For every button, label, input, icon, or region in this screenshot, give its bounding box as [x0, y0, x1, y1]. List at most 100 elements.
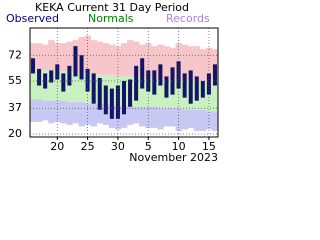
record-low-band: [42, 100, 49, 121]
observed-bar: [206, 73, 211, 95]
record-high-band: [36, 43, 43, 69]
record-low-band: [139, 106, 146, 127]
record-high-band: [42, 44, 49, 71]
record-low-band: [193, 109, 201, 131]
record-high-band: [169, 47, 176, 80]
normal-band: [139, 77, 146, 107]
observed-bar: [121, 80, 127, 115]
record-high-band: [120, 43, 128, 77]
normal-band: [145, 77, 152, 107]
observed-bar: [158, 64, 163, 86]
record-high-band: [157, 44, 164, 80]
observed-bar: [97, 77, 102, 110]
legend-entry: Records: [166, 12, 210, 25]
x-tick-label: 15: [202, 140, 216, 153]
legend-entry: Normals: [88, 12, 134, 25]
observed-bar: [164, 76, 169, 98]
observed-bar: [194, 76, 199, 101]
record-low-band: [84, 103, 91, 125]
y-tick-label: 55: [8, 74, 22, 87]
normal-band: [66, 71, 73, 103]
x-tick-label: 10: [172, 140, 186, 153]
normal-band: [175, 79, 182, 109]
record-high-band: [163, 46, 170, 80]
x-tick-label: 5: [145, 140, 152, 153]
record-low-band: [54, 100, 61, 122]
record-high-band: [151, 46, 158, 78]
record-low-band: [187, 109, 195, 128]
observed-bar: [212, 64, 217, 86]
observed-bar: [200, 80, 205, 98]
record-low-band: [36, 99, 43, 122]
observed-bar: [176, 61, 181, 89]
record-low-band: [30, 99, 37, 122]
record-low-band: [72, 102, 79, 124]
observed-bar: [79, 55, 84, 80]
x-tick-label: 25: [81, 140, 95, 153]
record-high-band: [54, 43, 61, 71]
x-tick-label: 20: [50, 140, 64, 153]
record-high-band: [193, 46, 201, 81]
observed-bar: [37, 68, 42, 86]
observed-bar: [140, 58, 145, 89]
record-low-band: [145, 106, 152, 128]
record-high-band: [66, 41, 73, 72]
record-low-band: [48, 100, 55, 124]
normal-band: [30, 68, 37, 100]
observed-bar: [146, 70, 151, 92]
record-low-band: [163, 108, 170, 127]
normal-band: [48, 70, 55, 101]
observed-bar: [31, 58, 36, 74]
record-low-band: [211, 111, 219, 131]
observed-bar: [49, 70, 54, 83]
observed-bar: [134, 65, 139, 101]
x-axis-label: November 2023: [129, 151, 218, 164]
chart-title: KEKA Current 31 Day Period: [35, 1, 189, 14]
record-high-band: [205, 47, 213, 83]
observed-bar: [61, 73, 66, 92]
record-high-band: [30, 43, 37, 69]
record-low-band: [151, 106, 158, 128]
observed-bar: [103, 85, 108, 115]
normal-band: [72, 71, 79, 103]
normal-band: [157, 79, 164, 109]
record-high-band: [199, 49, 207, 81]
observed-bar: [188, 70, 193, 104]
chart: KEKA Current 31 Day Period November 2023…: [6, 1, 219, 164]
record-low-band: [90, 103, 98, 127]
record-low-band: [78, 102, 85, 127]
record-low-band: [199, 109, 207, 131]
normal-band: [78, 73, 85, 103]
record-low-band: [169, 108, 176, 127]
record-low-band: [157, 108, 164, 130]
observed-bar: [55, 64, 60, 80]
observed-bar: [67, 65, 72, 86]
y-tick-label: 20: [8, 127, 22, 140]
record-low-band: [133, 106, 140, 124]
observed-bar: [182, 73, 187, 98]
normal-band: [211, 82, 219, 112]
record-high-band: [181, 44, 188, 81]
observed-bar: [91, 73, 96, 104]
observed-bar: [73, 46, 78, 77]
observed-bar: [109, 88, 114, 119]
record-high-band: [133, 41, 140, 77]
observed-bar: [170, 67, 175, 95]
record-high-band: [127, 40, 134, 77]
record-high-band: [102, 43, 110, 75]
record-low-band: [127, 105, 134, 125]
record-low-band: [96, 103, 104, 124]
record-high-band: [60, 43, 67, 72]
normal-band: [205, 82, 213, 112]
observed-bar: [128, 79, 133, 107]
legend-entry: Observed: [6, 12, 59, 25]
record-high-band: [187, 46, 195, 81]
record-high-band: [90, 40, 98, 74]
observed-bar: [115, 85, 120, 119]
record-high-band: [96, 41, 104, 75]
record-low-band: [60, 100, 67, 124]
plot-frame: [29, 27, 219, 138]
record-low-band: [175, 108, 182, 131]
record-low-band: [205, 111, 213, 130]
record-low-band: [66, 102, 73, 125]
